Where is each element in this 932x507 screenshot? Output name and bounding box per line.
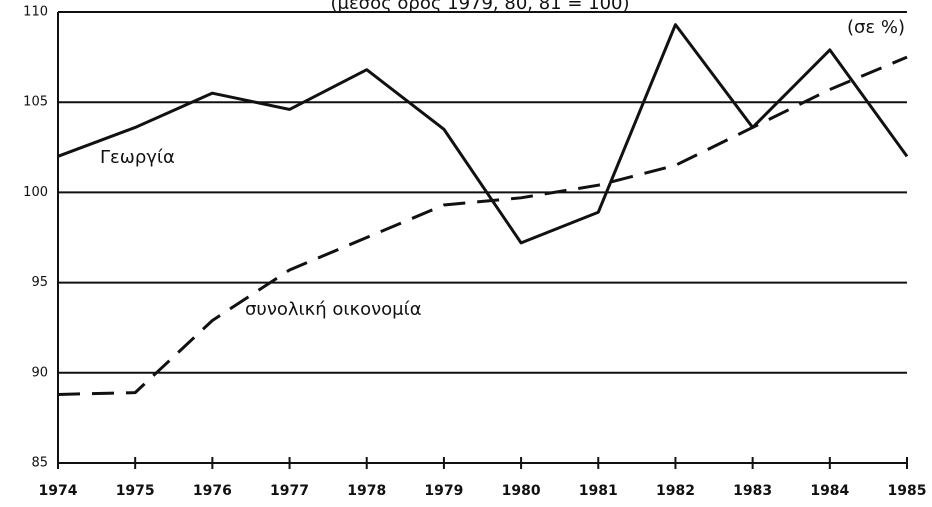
x-tick-label: 1982 [656,483,695,499]
x-tick-label: 1975 [116,483,155,499]
chart-title: (μέσος όρος 1979, 80, 81 = 100) [330,0,629,14]
x-tick-label: 1983 [733,483,772,499]
y-tick-label: 90 [31,365,48,380]
x-tick-label: 1985 [888,483,927,499]
x-tick-label: 1979 [424,483,463,499]
x-tick-label: 1974 [39,483,78,499]
y-tick-label: 110 [23,5,48,20]
x-tick-label: 1978 [347,483,386,499]
x-tick-label: 1981 [579,483,618,499]
x-tick-label: 1976 [193,483,232,499]
unit-note: (σε %) [847,17,905,38]
series-label: συνολική οικονομία [245,299,422,320]
x-tick-label: 1980 [502,483,541,499]
series-label: Γεωργία [100,147,175,168]
x-tick-label: 1977 [270,483,309,499]
y-tick-label: 100 [23,185,48,200]
series-line [57,23,909,245]
y-tick-label: 95 [31,275,48,290]
y-tick-label: 85 [31,456,48,471]
x-tick-label: 1984 [810,483,849,499]
y-tick-label: 105 [23,95,48,110]
series-line [57,55,908,396]
